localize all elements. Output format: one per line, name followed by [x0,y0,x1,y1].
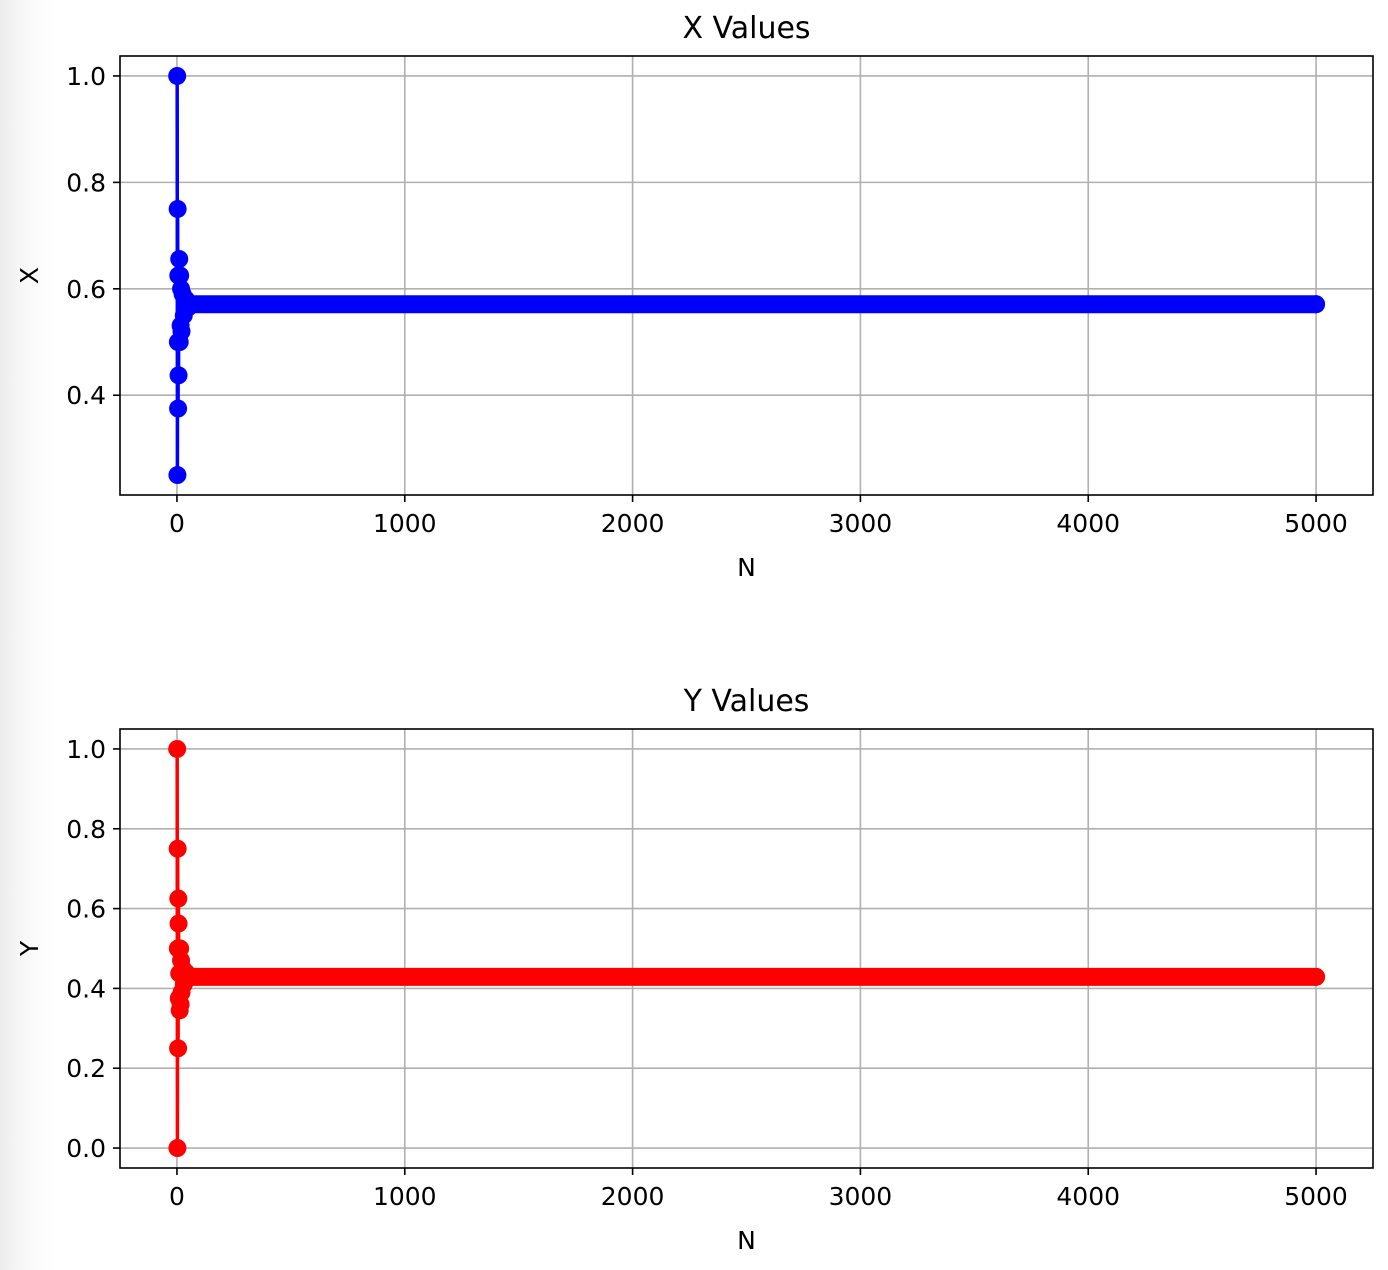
y-tick-label: 0.4 [66,381,106,410]
data-point [172,322,191,341]
window-edge-shadow [0,0,55,1270]
y-tick-label: 0.2 [66,1054,106,1083]
y-axis-label: Y [15,940,44,957]
x-tick-label: 3000 [829,1182,893,1211]
y-tick-label: 0.8 [66,815,106,844]
x-axis-label: N [737,553,756,582]
data-point [169,914,188,933]
data-point [168,739,187,758]
data-point [169,366,188,385]
y-tick-label: 0.4 [66,974,106,1003]
y-tick-label: 0.0 [66,1134,106,1163]
x-tick-label: 5000 [1284,509,1348,538]
y-tick-label: 0.6 [66,895,106,924]
y-tick-label: 1.0 [66,735,106,764]
series-line [175,75,1317,477]
axes-frame [119,55,1374,496]
data-point [170,250,189,269]
data-point [171,266,190,285]
x-tick-label: 4000 [1056,509,1120,538]
series-line [175,748,1317,1150]
y-axis-label: X [15,267,44,284]
data-point [169,889,188,908]
x-tick-label: 2000 [601,1182,665,1211]
data-point [168,66,187,85]
chart-x-values: 0 1000 2000 3000 4000 5000 0.4 0.6 0.8 1.0 X Value… [15,11,1374,582]
x-tick-label: 5000 [1284,1182,1348,1211]
chart-title: Y Values [683,684,810,719]
y-tick-label: 1.0 [66,62,106,91]
data-point [1307,967,1326,986]
x-tick-label: 1000 [373,509,437,538]
data-point [169,1039,188,1058]
x-tick-label: 0 [169,509,185,538]
data-point [169,399,188,418]
data-point [179,969,198,988]
chart-title: X Values [682,11,810,46]
x-tick-label: 1000 [373,1182,437,1211]
data-point [168,839,187,858]
x-tick-label: 0 [169,1182,185,1211]
x-axis-label: N [737,1226,756,1255]
x-tick-label: 4000 [1056,1182,1120,1211]
y-tick-label: 0.8 [66,168,106,197]
data-point [1307,295,1326,314]
chart-y-values: 0 1000 2000 3000 4000 5000 0.0 0.2 0.4 0.6 0.8 1.0 Y… [15,684,1374,1255]
data-point [168,1139,187,1158]
data-point [179,298,198,317]
x-tick-label: 3000 [829,509,893,538]
data-point [168,466,187,485]
axes-frame [119,728,1374,1169]
y-tick-label: 0.6 [66,275,106,304]
x-tick-label: 2000 [601,509,665,538]
data-point [168,199,187,218]
